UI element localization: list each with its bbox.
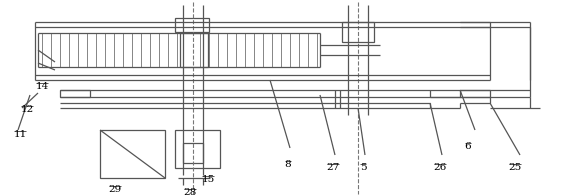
Text: 14: 14	[35, 82, 49, 91]
Bar	[175, 18, 209, 32]
Text: 15: 15	[201, 175, 215, 184]
Text: 11: 11	[13, 130, 26, 139]
Text: 8: 8	[285, 160, 291, 169]
Bar	[60, 90, 90, 97]
Text: 29: 29	[108, 185, 121, 194]
Text: 27: 27	[327, 163, 339, 172]
Text: 26: 26	[433, 163, 447, 172]
Text: 5: 5	[360, 163, 366, 172]
Bar	[180, 33, 208, 67]
Bar	[100, 130, 165, 178]
Text: 6: 6	[465, 142, 472, 151]
Bar	[342, 22, 374, 42]
Bar	[183, 143, 203, 163]
Bar	[175, 130, 220, 168]
Text: 25: 25	[509, 163, 522, 172]
Text: 12: 12	[20, 105, 34, 114]
Text: 28: 28	[183, 188, 197, 196]
